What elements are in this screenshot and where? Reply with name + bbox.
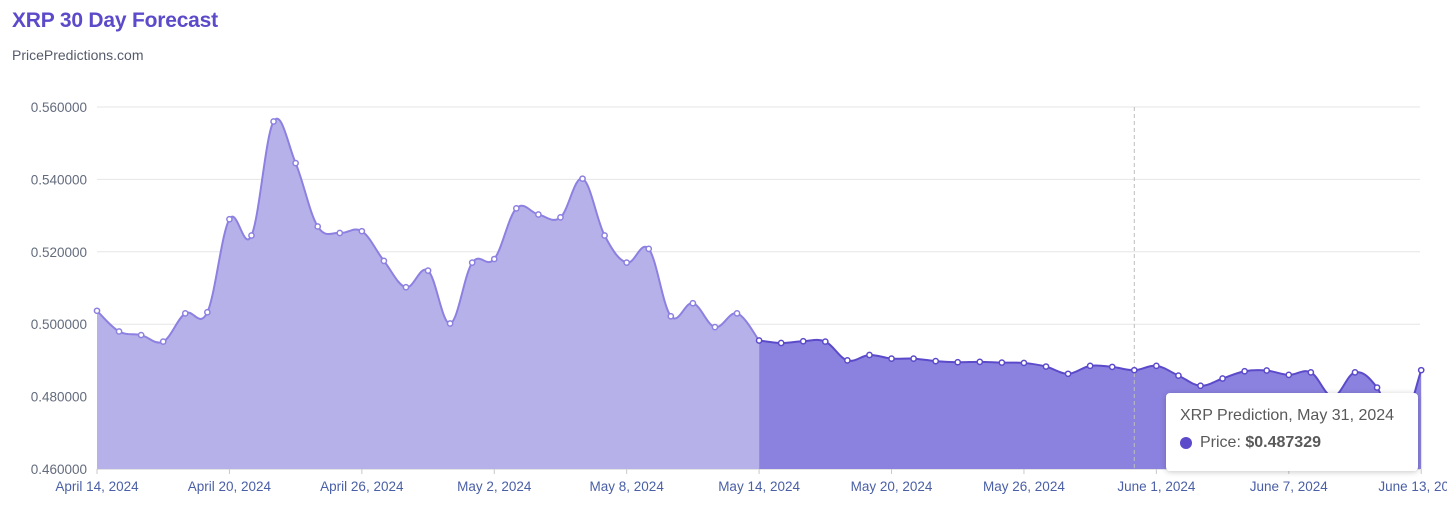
- historical-point: [557, 214, 564, 221]
- prediction-point: [954, 358, 962, 366]
- y-tick-label: 0.500000: [31, 317, 87, 332]
- x-axis: April 14, 2024 April 20, 2024 April 26, 20…: [55, 469, 1447, 494]
- historical-point: [446, 320, 454, 327]
- prediction-point: [1285, 371, 1293, 379]
- historical-point: [402, 283, 410, 291]
- prediction-point: [1197, 382, 1204, 390]
- y-tick-label: 0.540000: [31, 172, 87, 187]
- prediction-point: [1153, 362, 1160, 370]
- prediction-point: [1108, 363, 1116, 371]
- historical-point: [579, 175, 586, 183]
- prediction-point: [1417, 366, 1425, 374]
- chart-subtitle: PricePredictions.com: [12, 47, 144, 63]
- prediction-point: [1086, 362, 1094, 370]
- historical-point: [645, 245, 653, 253]
- tooltip-title: XRP Prediction, May 31, 2024: [1180, 407, 1395, 424]
- prediction-point: [777, 339, 785, 347]
- y-tick-label: 0.480000: [31, 390, 87, 405]
- x-tick-label: May 20, 2024: [851, 479, 933, 494]
- prediction-point: [998, 359, 1006, 366]
- historical-point: [601, 232, 608, 239]
- historical-point: [535, 211, 542, 218]
- x-tick-label: April 14, 2024: [55, 479, 139, 494]
- prediction-point: [888, 355, 895, 362]
- prediction-point: [1042, 363, 1050, 370]
- x-tick-label: May 2, 2024: [457, 479, 532, 494]
- prediction-point: [1219, 375, 1226, 382]
- prediction-point: [1307, 368, 1315, 376]
- prediction-point: [821, 338, 829, 345]
- prediction-point: [910, 355, 917, 362]
- x-tick-label: June 1, 2024: [1117, 479, 1196, 494]
- tooltip-row: Price: $0.487329: [1180, 434, 1404, 452]
- x-tick-label: June 13, 2024: [1378, 479, 1447, 494]
- x-tick-label: May 8, 2024: [590, 479, 665, 494]
- tooltip-value: $0.487329: [1245, 434, 1321, 451]
- historical-point: [490, 255, 498, 263]
- historical-point: [181, 309, 189, 317]
- historical-point: [270, 118, 277, 125]
- historical-point: [159, 338, 167, 345]
- x-tick-label: May 26, 2024: [983, 479, 1065, 494]
- historical-point: [314, 223, 322, 230]
- prediction-point: [1020, 359, 1028, 367]
- chart-title: XRP 30 Day Forecast: [12, 9, 218, 32]
- historical-point: [667, 312, 675, 320]
- x-tick-label: May 14, 2024: [718, 479, 800, 494]
- historical-point: [248, 232, 255, 239]
- prediction-point: [1373, 384, 1381, 391]
- historical-point: [93, 307, 101, 315]
- x-tick-label: June 7, 2024: [1250, 479, 1329, 494]
- prediction-point: [866, 351, 873, 359]
- historical-point: [468, 259, 476, 267]
- historical-point: [623, 259, 631, 267]
- prediction-point: [1263, 367, 1271, 374]
- tooltip-series-dot: [1180, 437, 1192, 449]
- historical-point: [137, 331, 145, 339]
- historical-point: [711, 323, 719, 331]
- y-tick-label: 0.560000: [31, 100, 87, 115]
- prediction-point: [844, 357, 851, 364]
- historical-point: [292, 159, 299, 167]
- historical-point: [336, 229, 344, 237]
- prediction-point: [932, 357, 940, 365]
- y-tick-label: 0.460000: [31, 462, 87, 477]
- prediction-point: [1241, 367, 1248, 375]
- historical-point: [689, 299, 697, 307]
- prediction-point: [799, 337, 807, 345]
- historical-area: [97, 118, 760, 469]
- historical-point: [226, 215, 233, 223]
- historical-point: [733, 309, 741, 317]
- prediction-point: [1064, 370, 1072, 378]
- x-tick-label: April 20, 2024: [188, 479, 272, 494]
- tooltip: XRP Prediction, May 31, 2024 Price: $0.4…: [1166, 393, 1418, 471]
- historical-point: [358, 227, 366, 235]
- historical-point: [424, 267, 432, 274]
- prediction-point: [755, 337, 763, 344]
- prediction-point: [1175, 372, 1182, 379]
- historical-point: [380, 257, 388, 265]
- chart-points: [93, 118, 1425, 434]
- prediction-point: [976, 358, 984, 366]
- y-tick-label: 0.520000: [31, 245, 87, 260]
- prediction-point: [1130, 366, 1138, 374]
- historical-point: [204, 308, 211, 316]
- x-tick-label: April 26, 2024: [320, 479, 404, 494]
- historical-point: [512, 205, 520, 212]
- y-axis: 0.560000 0.540000 0.520000 0.500000 0.480000…: [31, 100, 87, 477]
- tooltip-label: Price:: [1200, 434, 1241, 451]
- prediction-point: [1351, 368, 1359, 376]
- historical-point: [115, 328, 123, 335]
